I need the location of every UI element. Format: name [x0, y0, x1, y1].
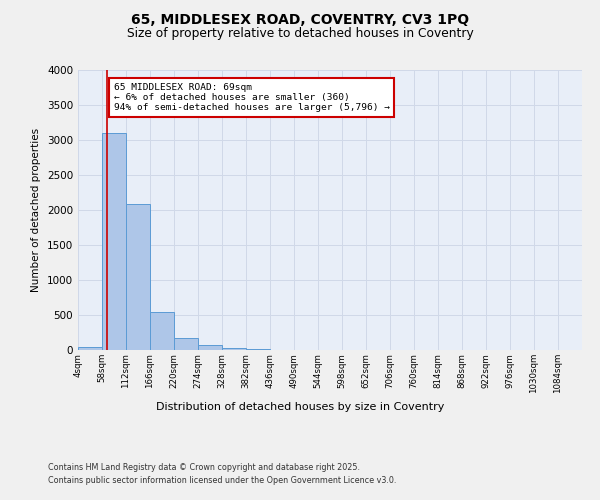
- Bar: [150, 312, 174, 350]
- Bar: [126, 204, 150, 350]
- Bar: [102, 133, 126, 350]
- Text: Size of property relative to detached houses in Coventry: Size of property relative to detached ho…: [127, 28, 473, 40]
- Bar: [174, 338, 198, 350]
- Text: Contains public sector information licensed under the Open Government Licence v3: Contains public sector information licen…: [48, 476, 397, 485]
- Text: Distribution of detached houses by size in Coventry: Distribution of detached houses by size …: [156, 402, 444, 412]
- Text: Contains HM Land Registry data © Crown copyright and database right 2025.: Contains HM Land Registry data © Crown c…: [48, 464, 360, 472]
- Bar: [78, 346, 102, 350]
- Bar: [222, 348, 246, 350]
- Text: 65, MIDDLESEX ROAD, COVENTRY, CV3 1PQ: 65, MIDDLESEX ROAD, COVENTRY, CV3 1PQ: [131, 12, 469, 26]
- Bar: [198, 346, 222, 350]
- Y-axis label: Number of detached properties: Number of detached properties: [31, 128, 41, 292]
- Text: 65 MIDDLESEX ROAD: 69sqm
← 6% of detached houses are smaller (360)
94% of semi-d: 65 MIDDLESEX ROAD: 69sqm ← 6% of detache…: [113, 82, 389, 112]
